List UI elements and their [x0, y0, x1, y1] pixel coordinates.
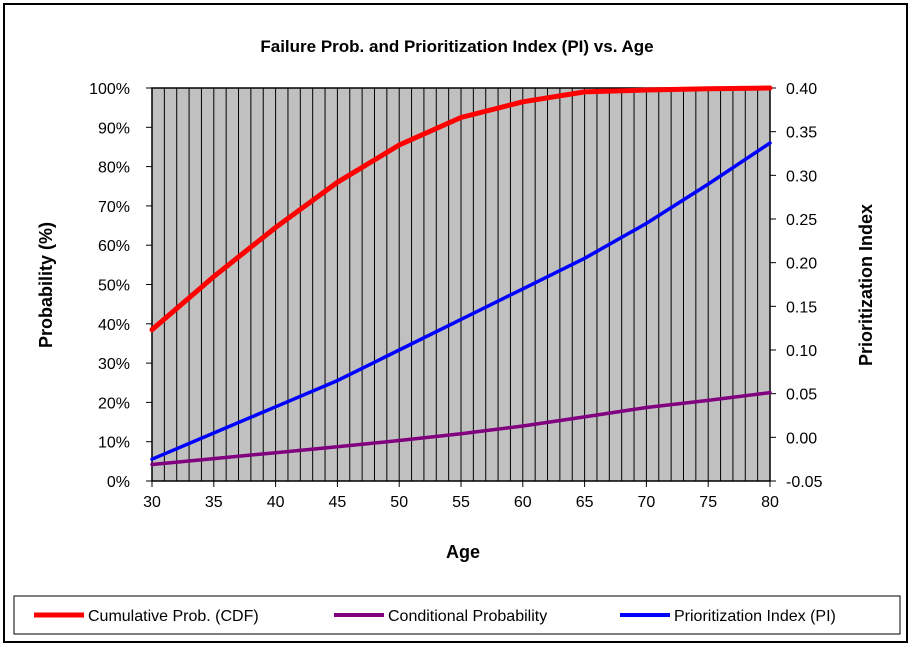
- series-line-cumulative-prob-cdf: [149, 85, 773, 333]
- x-tick-label: 50: [390, 494, 408, 511]
- y-tick-label: 90%: [98, 120, 130, 137]
- y2-tick-label: 0.40: [786, 81, 817, 98]
- y-tick-label: 100%: [89, 81, 130, 98]
- x-tick-label: 55: [452, 494, 470, 511]
- x-tick-label: 40: [267, 494, 285, 511]
- y-tick-label: 10%: [98, 435, 130, 452]
- y-tick-label: 80%: [98, 160, 130, 177]
- y2-tick-label: 0.15: [786, 299, 817, 316]
- y-tick-label: 50%: [98, 278, 130, 295]
- y-axis-right: -0.05 0.00 0.05 0.10 0.15 0.20 0.25 0.30 0.35 0.4…: [770, 81, 823, 491]
- y-axis-left: 0% 10% 20% 30% 40% 50% 60% 70% 80% 90% 100%: [89, 81, 152, 491]
- y2-axis-label: Prioritization Index: [856, 204, 876, 366]
- legend-label-cumulative-prob-cdf: Cumulative Prob. (CDF): [88, 608, 259, 625]
- legend-label-conditional-probability: Conditional Probability: [388, 608, 547, 625]
- y-tick-label: 70%: [98, 199, 130, 216]
- x-tick-label: 30: [143, 494, 161, 511]
- y2-tick-label: 0.00: [786, 430, 817, 447]
- series-line-conditional-probability: [150, 390, 772, 467]
- x-tick-label: 60: [514, 494, 532, 511]
- y-tick-label: 40%: [98, 317, 130, 334]
- y-tick-label: 60%: [98, 238, 130, 255]
- y-axis-label: Probability (%): [36, 222, 56, 348]
- y-tick-label: 30%: [98, 356, 130, 373]
- x-tick-label: 35: [205, 494, 223, 511]
- vertical-gridlines: [163, 88, 759, 481]
- x-tick-label: 45: [329, 494, 347, 511]
- y2-tick-label: 0.10: [786, 343, 817, 360]
- legend-label-prioritization-index-pi: Prioritization Index (PI): [674, 608, 836, 625]
- x-tick-label: 75: [699, 494, 717, 511]
- x-tick-label: 70: [638, 494, 656, 511]
- series-lines: [149, 85, 773, 467]
- x-axis: 30 35 40 45 50 55 60 65 70 75 80: [143, 481, 779, 511]
- y-tick-label: 0%: [107, 474, 130, 491]
- x-tick-label: 80: [761, 494, 779, 511]
- chart-title: Failure Prob. and Prioritization Index (…: [260, 37, 653, 56]
- legend-items: Cumulative Prob. (CDF) Conditional Probab…: [34, 608, 836, 625]
- y2-tick-label: 0.30: [786, 168, 817, 185]
- y2-tick-label: 0.20: [786, 256, 817, 273]
- x-axis-label: Age: [446, 542, 480, 562]
- x-tick-label: 65: [576, 494, 594, 511]
- y-tick-label: 20%: [98, 395, 130, 412]
- legend: [13, 595, 901, 635]
- y2-tick-label: -0.05: [786, 474, 823, 491]
- y2-tick-label: 0.05: [786, 387, 817, 404]
- y2-tick-label: 0.35: [786, 125, 817, 142]
- series-line-prioritization-index-pi: [150, 141, 772, 461]
- y2-tick-label: 0.25: [786, 212, 817, 229]
